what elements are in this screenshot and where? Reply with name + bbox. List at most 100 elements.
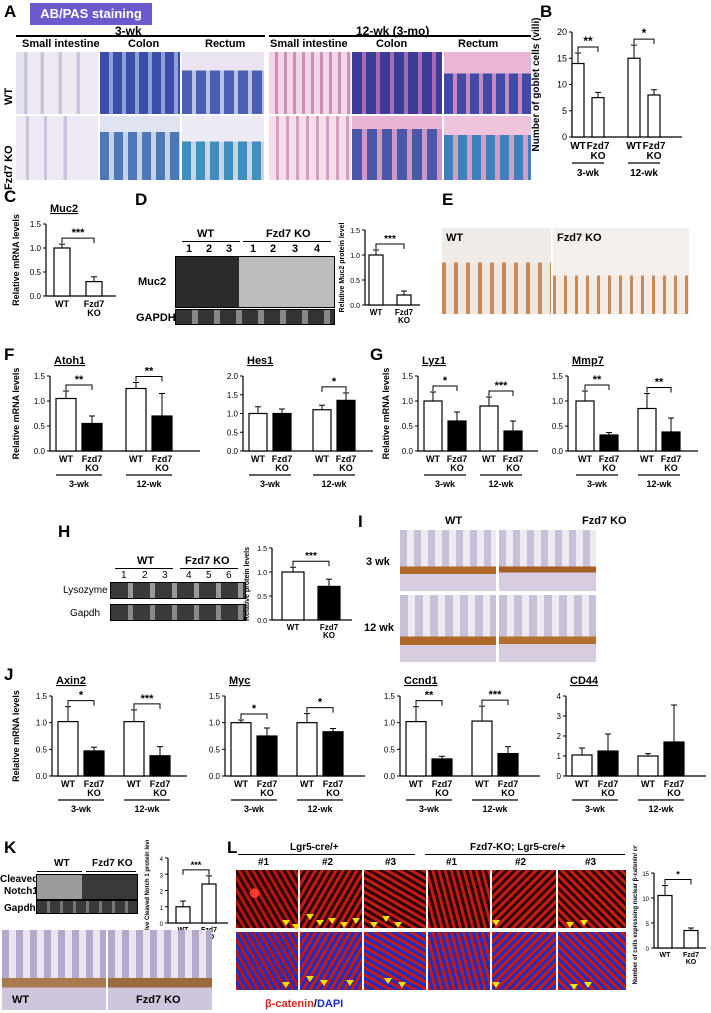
histology-rectum-wt-3wk: [182, 52, 264, 114]
x-tick-label: Fzd7: [336, 454, 357, 464]
bar: [81, 422, 103, 452]
y-tick-label: 1.5: [227, 391, 239, 400]
y-axis-label: Relative protein levels: [244, 547, 251, 621]
x-tick-label: Fzd7: [84, 779, 105, 789]
significance-bracket: [292, 560, 330, 567]
bar: [396, 294, 412, 306]
blot-d-gapdh-label: GAPDH: [136, 312, 176, 324]
x-tick-label: WT: [426, 454, 440, 464]
significance-label: **: [583, 34, 593, 48]
ihc-i-ko-3wk: [499, 530, 596, 591]
y-tick-label: 3: [160, 873, 164, 879]
x-tick-label: KO: [260, 788, 274, 798]
y-tick-label: 1.5: [350, 228, 360, 235]
bar: [471, 720, 493, 777]
panel-label-g: G: [370, 345, 384, 364]
y-axis-label: Number of cells expressing nuclear β-cat…: [633, 845, 639, 984]
y-tick-label: 0.5: [209, 745, 221, 754]
x-tick-label: KO: [506, 463, 520, 473]
chart-title: Muc2: [50, 203, 78, 215]
bar: [637, 755, 659, 777]
y-tick-label: 0.0: [384, 772, 396, 781]
y-tick-label: 1: [557, 752, 562, 761]
x-tick-label: KO: [435, 788, 449, 798]
if-l-rep: #3: [585, 857, 597, 868]
x-tick-label: Fzd7: [320, 623, 339, 632]
y-tick-label: 5: [562, 106, 567, 116]
group-12wk-line: [269, 35, 531, 37]
group-label: 3-wk: [587, 479, 608, 489]
x-tick-label: Fzd7: [599, 454, 620, 464]
bar: [405, 720, 427, 777]
y-tick-label: 10: [642, 897, 649, 903]
y-tick-label: 0: [160, 922, 164, 928]
tissue-label: Colon: [128, 38, 160, 50]
group-label: 3-wk: [419, 804, 440, 814]
x-tick-label: KO: [87, 308, 101, 318]
group-3wk-label: 3-wk: [115, 24, 142, 38]
panel-label-c: C: [4, 187, 17, 206]
significance-bracket: [135, 376, 163, 382]
blot-d-muc2: [175, 256, 335, 308]
y-tick-label: 1.5: [36, 692, 48, 701]
lane-number: 2: [142, 570, 148, 581]
y-tick-label: 1.0: [36, 719, 48, 728]
if-l-group2-line: [425, 854, 625, 855]
significance-label: ***: [191, 860, 202, 870]
y-tick-label: 15: [642, 872, 649, 878]
ihc-k-ko: [108, 930, 212, 1010]
histology-si-wt-3wk: [16, 52, 98, 114]
y-tick-label: 0.5: [34, 422, 46, 431]
panel-label-k: K: [4, 838, 17, 857]
lane-number: 1: [121, 570, 127, 581]
y-tick-label: 0.0: [36, 772, 48, 781]
if-l-lgr5-3-merge: [364, 932, 426, 990]
if-l-ko-3-merge: [558, 932, 626, 990]
x-tick-label: WT: [482, 454, 496, 464]
bar: [55, 397, 77, 452]
blot-d-muc2-label: Muc2: [138, 276, 167, 288]
blot-k-gapdh-label: Gapdh: [4, 903, 36, 914]
x-tick-label: WT: [55, 299, 69, 309]
x-tick-label: Fzd7: [323, 779, 344, 789]
blot-d-wt-line: [182, 241, 240, 242]
y-tick-label: 0.5: [402, 422, 414, 431]
lane-number: 2: [270, 243, 277, 255]
histology-rectum-ko-12wk: [444, 116, 531, 180]
x-tick-label: WT: [575, 779, 589, 789]
chart-f1: Atoh1 0.0 0.5 1.0 1.5 Relative mRNA levels WT F…: [11, 355, 200, 489]
blot-h-ko-line: [180, 568, 238, 569]
x-tick-label: WT: [570, 141, 586, 152]
x-tick-label: WT: [370, 308, 383, 317]
x-tick-label: WT: [300, 779, 314, 789]
y-tick-label: 0.0: [227, 447, 239, 456]
chart-title: Myc: [229, 675, 250, 687]
x-tick-label: Fzd7: [664, 779, 685, 789]
x-tick-label: KO: [339, 463, 353, 473]
group-label: 12-wk: [321, 479, 347, 489]
bar: [281, 571, 305, 621]
x-tick-label: KO: [398, 316, 410, 325]
y-tick-label: 0.5: [36, 745, 48, 754]
bar: [53, 247, 71, 297]
bar: [637, 407, 657, 452]
bar: [248, 412, 268, 452]
bar: [149, 755, 171, 777]
bar: [591, 97, 605, 138]
bar: [296, 722, 318, 777]
y-axis-label: Relative mRNA levels: [11, 214, 21, 306]
histology-rectum-ko-3wk: [182, 116, 264, 180]
y-tick-label: 2: [160, 890, 164, 896]
x-tick-label: Fzd7: [82, 454, 103, 464]
if-l-lgr5-1-red: [236, 870, 298, 928]
y-axis-label: Relative mRNA levels: [11, 690, 21, 782]
lane-number: 3: [226, 243, 233, 255]
y-tick-label: 1.5: [552, 372, 564, 381]
significance-bracket: [633, 38, 655, 45]
chart-title: Hes1: [247, 355, 273, 367]
x-tick-label: Fzd7: [150, 779, 171, 789]
blot-h-wt: WT: [137, 555, 155, 567]
